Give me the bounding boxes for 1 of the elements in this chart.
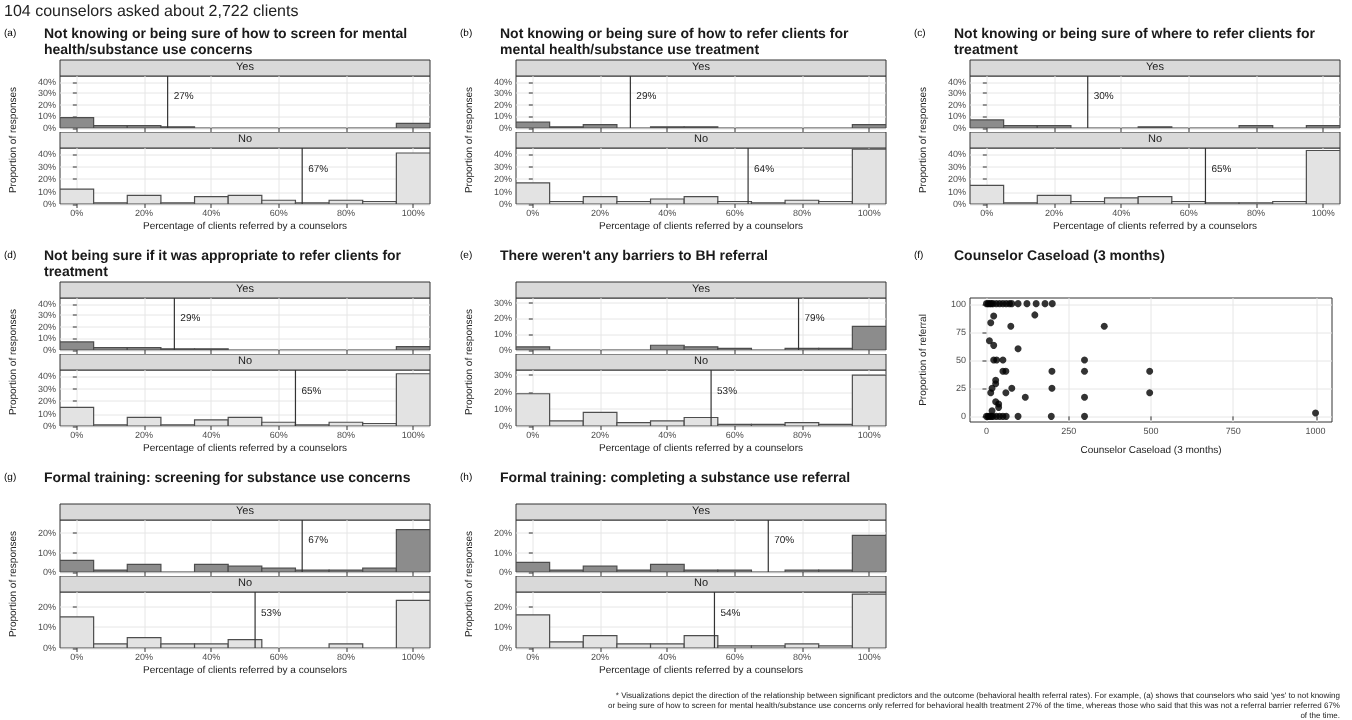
text: 104 counselors asked about 2,722 clients [4, 2, 299, 20]
